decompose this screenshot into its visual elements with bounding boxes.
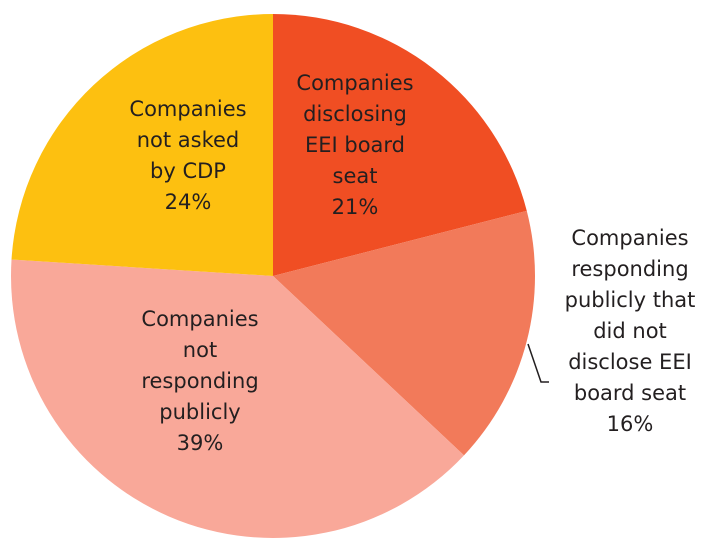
slice-label: Companies not responding publicly <box>141 307 258 424</box>
leader-line <box>527 343 549 383</box>
pie-slice <box>273 210 535 456</box>
slice-label: Companies not asked by CDP <box>129 97 246 183</box>
pie-slice <box>10 259 464 538</box>
value-label: 24% <box>165 190 212 214</box>
value-label: 21% <box>332 195 379 219</box>
slice-label: Companies disclosing EEI board seat <box>296 71 413 188</box>
pie-slice <box>11 14 273 276</box>
pie-slice <box>273 14 527 276</box>
value-label: 16% <box>607 412 654 436</box>
slice-label: Companies responding publicly that did not d… <box>565 226 696 405</box>
value-label: 39% <box>177 431 224 455</box>
